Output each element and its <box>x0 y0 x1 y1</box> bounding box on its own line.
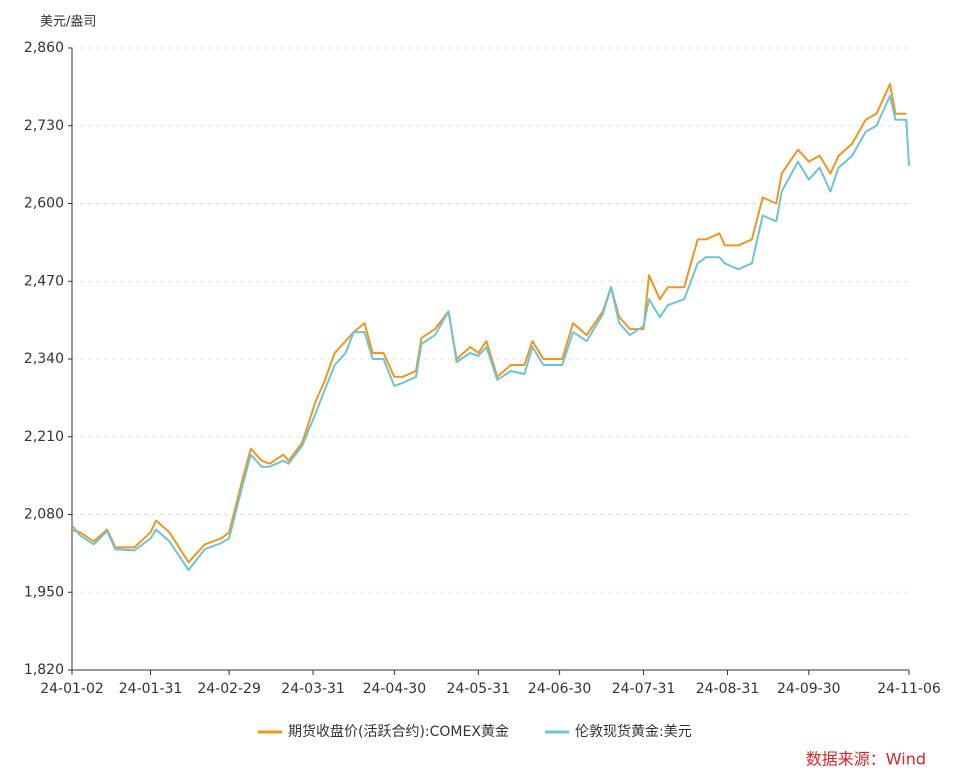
x-tick-label: 24-11-06 <box>877 681 941 697</box>
y-unit: 美元/盎司 <box>40 15 96 30</box>
y-tick-label: 2,600 <box>24 196 64 212</box>
x-tick-label: 24-03-31 <box>281 681 345 697</box>
x-tick-label: 24-02-29 <box>197 681 261 697</box>
x-tick-label: 24-04-30 <box>363 681 427 697</box>
y-tick-label: 2,470 <box>24 273 64 289</box>
series-line <box>71 82 907 564</box>
x-tick-label: 24-06-30 <box>528 681 592 697</box>
x-tick-label: 24-05-31 <box>447 681 511 697</box>
y-tick-label: 2,080 <box>24 507 64 523</box>
x-tick-label: 24-09-30 <box>777 681 841 697</box>
y-tick-label: 2,340 <box>24 351 64 367</box>
y-tick-label: 2,210 <box>24 429 64 445</box>
legend-label: 伦敦现货黄金:美元 <box>575 723 692 740</box>
y-tick-label: 1,820 <box>24 662 64 678</box>
y-tick-label: 2,730 <box>24 118 64 134</box>
x-tick-label: 24-07-31 <box>612 681 676 697</box>
source: 数据来源：Wind <box>806 750 926 769</box>
x-tick-label: 24-01-31 <box>119 681 183 697</box>
series-line <box>71 94 910 572</box>
legend-label: 期货收盘价(活跃合约):COMEX黄金 <box>288 723 509 740</box>
y-tick-label: 2,860 <box>24 40 64 56</box>
x-tick-label: 24-01-02 <box>40 681 104 697</box>
x-tick-label: 24-08-31 <box>696 681 760 697</box>
y-tick-label: 1,950 <box>24 584 64 600</box>
